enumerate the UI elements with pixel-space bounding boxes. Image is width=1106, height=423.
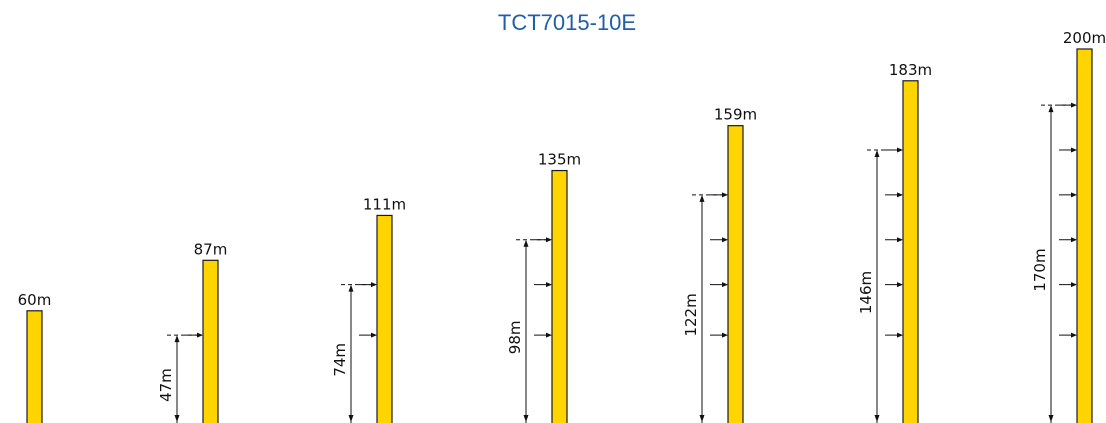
tie-arrow-5-3 bbox=[722, 237, 728, 243]
tie-arrow-6-4 bbox=[897, 192, 903, 198]
dimension-arrow-bottom-7 bbox=[1048, 415, 1054, 422]
height-label-3: 111m bbox=[363, 195, 406, 213]
tie-arrow-6-2 bbox=[897, 282, 903, 288]
dimension-arrow-top-3 bbox=[348, 284, 354, 292]
height-label-4: 135m bbox=[538, 151, 581, 169]
mast-config-1: 60m bbox=[18, 291, 52, 423]
mast-3 bbox=[376, 214, 393, 423]
dimension-arrow-bottom-3 bbox=[348, 415, 354, 422]
height-label-6: 183m bbox=[889, 61, 932, 79]
tie-arrow-7-4 bbox=[1071, 192, 1077, 198]
anchor-label-5: 122m bbox=[682, 293, 700, 336]
diagram-title: TCT7015-10E bbox=[498, 10, 636, 35]
dimension-arrow-top-7 bbox=[1048, 105, 1054, 113]
mast-5 bbox=[727, 125, 744, 423]
dimension-arrow-top-2 bbox=[174, 335, 180, 343]
tie-arrow-2-1 bbox=[197, 332, 203, 338]
mast-config-6: 183m 146m bbox=[857, 61, 932, 423]
dimension-arrow-bottom-2 bbox=[174, 415, 180, 422]
tie-arrow-7-3 bbox=[1071, 237, 1077, 243]
anchor-label-7: 170m bbox=[1031, 248, 1049, 291]
height-label-1: 60m bbox=[18, 291, 52, 309]
tie-arrow-5-4 bbox=[722, 192, 728, 198]
anchor-label-2: 47m bbox=[157, 368, 175, 402]
anchor-label-4: 98m bbox=[506, 321, 524, 355]
dimension-arrow-bottom-4 bbox=[523, 415, 529, 422]
tie-arrow-3-1 bbox=[371, 332, 377, 338]
mast-1 bbox=[26, 310, 43, 423]
mast-4 bbox=[551, 169, 568, 423]
mast-config-4: 135m 98m bbox=[506, 151, 581, 423]
mast-6 bbox=[902, 80, 919, 423]
dimension-arrow-top-5 bbox=[699, 194, 705, 202]
anchor-label-6: 146m bbox=[857, 271, 875, 314]
tie-arrow-7-1 bbox=[1071, 332, 1077, 338]
dimension-arrow-bottom-5 bbox=[699, 415, 705, 422]
tie-arrow-7-2 bbox=[1071, 282, 1077, 288]
tie-arrow-5-2 bbox=[722, 282, 728, 288]
dimension-arrow-top-4 bbox=[523, 239, 529, 247]
tie-arrow-7-6 bbox=[1071, 102, 1077, 108]
height-label-2: 87m bbox=[194, 240, 228, 258]
tie-arrow-3-2 bbox=[371, 282, 377, 288]
mast-2 bbox=[202, 259, 219, 423]
tie-arrow-5-1 bbox=[722, 332, 728, 338]
mast-config-5: 159m 122m bbox=[682, 106, 757, 423]
anchor-label-3: 74m bbox=[331, 343, 349, 377]
mast-group: 60m 87m 47m 111m 74m 135m 98m 159m 122m 183m 146m 2… bbox=[18, 29, 1106, 423]
height-label-7: 200m bbox=[1063, 29, 1106, 47]
tie-arrow-7-5 bbox=[1071, 147, 1077, 153]
mast-config-3: 111m 74m bbox=[331, 195, 406, 423]
tie-arrow-4-1 bbox=[546, 332, 552, 338]
mast-config-2: 87m 47m bbox=[157, 240, 227, 423]
mast-config-7: 200m 170m bbox=[1031, 29, 1106, 423]
tie-arrow-4-3 bbox=[546, 237, 552, 243]
dimension-arrow-top-6 bbox=[874, 149, 880, 157]
tie-arrow-6-5 bbox=[897, 147, 903, 153]
tie-arrow-6-1 bbox=[897, 332, 903, 338]
height-label-5: 159m bbox=[714, 106, 757, 124]
mast-7 bbox=[1076, 48, 1093, 423]
dimension-arrow-bottom-6 bbox=[874, 415, 880, 422]
tie-arrow-4-2 bbox=[546, 282, 552, 288]
tie-arrow-6-3 bbox=[897, 237, 903, 243]
